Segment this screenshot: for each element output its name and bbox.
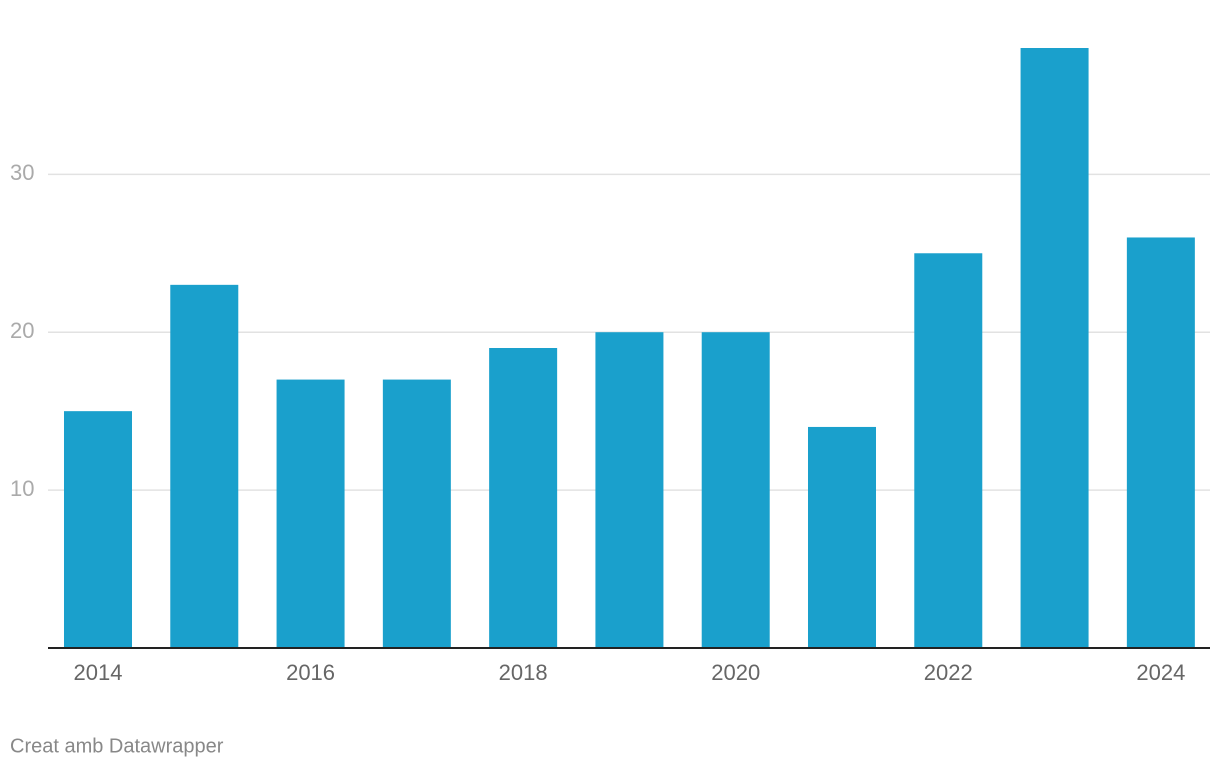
x-tick-label: 2014 xyxy=(74,660,123,685)
bar xyxy=(489,348,558,648)
bar xyxy=(701,332,770,648)
y-tick-label: 10 xyxy=(10,476,34,501)
bar xyxy=(1020,48,1089,648)
x-tick-label: 2016 xyxy=(286,660,335,685)
y-tick-label: 20 xyxy=(10,318,34,343)
bar xyxy=(914,253,983,648)
x-tick-label: 2020 xyxy=(711,660,760,685)
bar xyxy=(170,284,239,648)
y-tick-label: 30 xyxy=(10,160,34,185)
bar xyxy=(807,426,876,648)
x-tick-label: 2024 xyxy=(1136,660,1185,685)
bar xyxy=(276,379,345,648)
bar xyxy=(63,411,132,648)
bar xyxy=(382,379,451,648)
bar xyxy=(595,332,664,648)
bar xyxy=(1126,237,1195,648)
x-tick-label: 2018 xyxy=(499,660,548,685)
footer-credit: Creat amb Datawrapper xyxy=(10,735,224,757)
x-tick-label: 2022 xyxy=(924,660,973,685)
